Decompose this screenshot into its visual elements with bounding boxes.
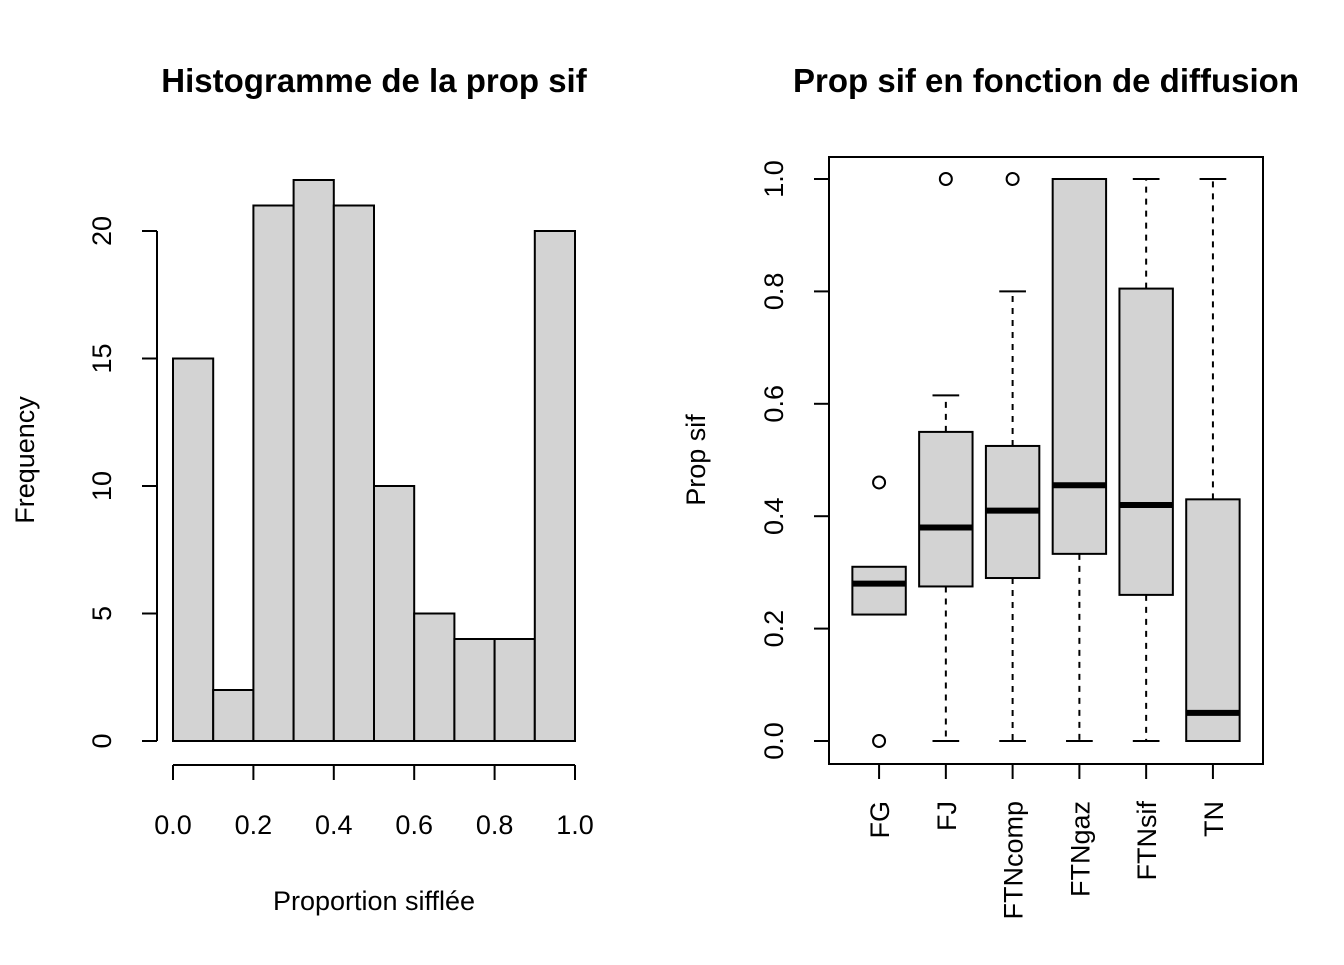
boxplot-x-tick-label-4: FTNsif: [1132, 801, 1162, 881]
boxplot-y-tick-label-2: 0.4: [759, 497, 789, 535]
box-FJ: [918, 172, 974, 742]
boxplot-y-tick-label-3: 0.6: [759, 385, 789, 423]
boxplot-y-tick-label-1: 0.2: [759, 610, 789, 648]
boxplot-x-tick-label-3: FTNgaz: [1065, 801, 1095, 897]
histogram-y-axis-label: Frequency: [10, 396, 40, 524]
boxplot-x-axis: FG FJ FTNcomp FTNgaz FTNsif TN: [865, 764, 1229, 920]
box-body-FJ: [918, 430, 974, 588]
histogram-y-tick-label-3: 15: [87, 343, 117, 373]
histogram-bar-7: [453, 638, 496, 742]
histogram-bar-9: [533, 230, 576, 742]
histogram-x-axis: 0.0 0.2 0.4 0.6 0.8 1.0: [154, 764, 594, 840]
outlier-FG-0: [872, 475, 887, 490]
histogram-bar-8: [493, 638, 536, 742]
histogram-x-axis-label: Proportion sifflée: [273, 886, 475, 916]
histogram-x-tick-label-4: 0.8: [476, 810, 514, 840]
histogram-bar-6: [413, 612, 456, 742]
histogram-y-tick-label-0: 0: [87, 733, 117, 748]
box-FTNgaz: [1051, 178, 1108, 742]
outlier-FTNcomp-0: [1005, 172, 1020, 186]
boxplot-y-axis: 0.0 0.2 0.4 0.6 0.8 1.0: [759, 160, 829, 760]
histogram-y-tick-label-2: 10: [87, 471, 117, 501]
boxplot-x-tick-label-2: FTNcomp: [999, 801, 1029, 920]
box-body-FTNsif: [1118, 287, 1174, 596]
histogram-bar-5: [373, 485, 416, 742]
histogram-x-tick-label-2: 0.4: [315, 810, 353, 840]
histogram-bar-2: [252, 204, 295, 742]
histogram-y-tick-label-4: 20: [87, 216, 117, 246]
boxplot-y-tick-label-5: 1.0: [759, 160, 789, 198]
outlier-FG-1: [872, 734, 887, 748]
histogram-x-tick-label-1: 0.2: [235, 810, 273, 840]
histogram-bars: [172, 179, 576, 742]
histogram-x-tick-label-3: 0.6: [395, 810, 433, 840]
box-TN: [1185, 178, 1241, 742]
box-body-FTNgaz: [1051, 178, 1108, 555]
box-FTNcomp: [984, 172, 1041, 742]
histogram-x-tick-label-0: 0.0: [154, 810, 192, 840]
boxplot-plot-frame: [828, 156, 1264, 765]
box-body-TN: [1185, 498, 1241, 742]
histogram-bar-4: [332, 204, 375, 742]
box-FTNsif: [1118, 178, 1174, 742]
boxplot-y-tick-label-0: 0.0: [759, 722, 789, 760]
histogram-y-axis: 0 5 10 15 20: [87, 216, 158, 749]
histogram-bar-0: [172, 357, 215, 742]
box-body-FG: [851, 565, 907, 616]
histogram-bar-3: [292, 179, 335, 742]
boxplot-y-axis-label: Prop sif: [681, 414, 711, 506]
histogram-panel: Histogramme de la prop sif Proportion si…: [10, 62, 594, 916]
box-FG: [851, 475, 907, 748]
boxplot-panel: Prop sif en fonction de diffusion Prop s…: [681, 62, 1299, 920]
outlier-FJ-0: [938, 172, 953, 186]
boxplot-x-tick-label-5: TN: [1199, 801, 1229, 837]
histogram-x-tick-label-5: 1.0: [556, 810, 594, 840]
histogram-title: Histogramme de la prop sif: [161, 62, 587, 99]
boxplot-y-tick-label-4: 0.8: [759, 273, 789, 311]
boxplot-x-tick-label-1: FJ: [932, 801, 962, 831]
histogram-bar-1: [212, 689, 255, 742]
boxplot-boxes: [851, 172, 1241, 748]
boxplot-title: Prop sif en fonction de diffusion: [793, 62, 1299, 99]
histogram-y-tick-label-1: 5: [87, 606, 117, 621]
boxplot-x-tick-label-0: FG: [865, 801, 895, 839]
